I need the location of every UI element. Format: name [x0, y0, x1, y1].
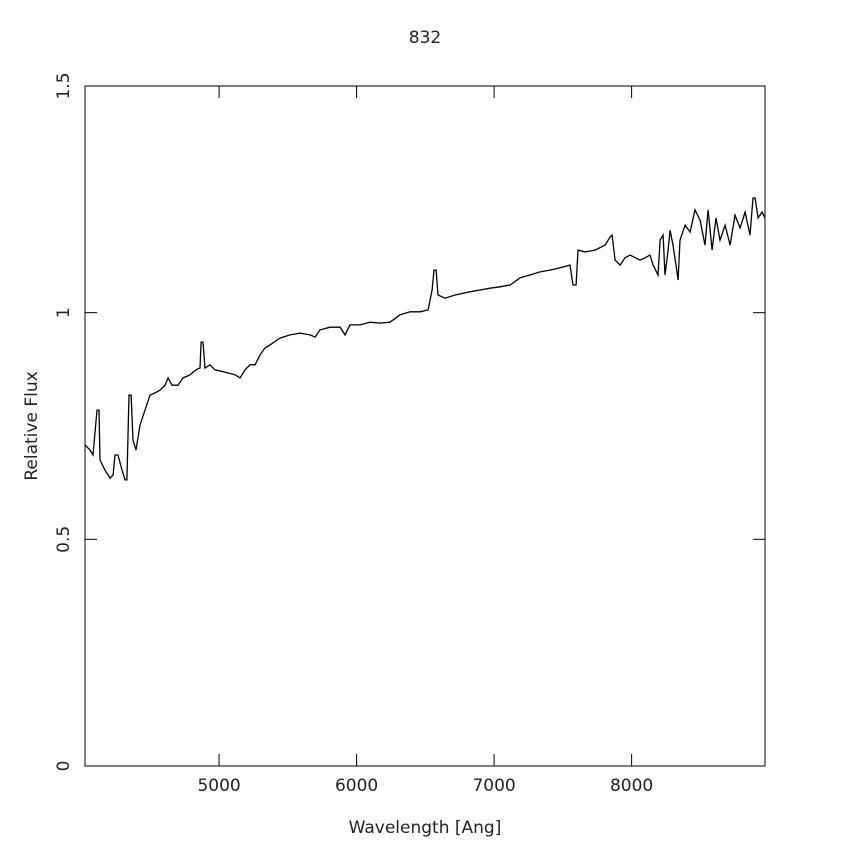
x-tick-label: 7000	[472, 776, 515, 796]
x-axis-label: Wavelength [Ang]	[349, 818, 502, 838]
x-tick-label: 6000	[335, 776, 378, 796]
y-tick-label: 0	[54, 761, 74, 772]
chart-title: 832	[409, 28, 441, 48]
y-tick-label: 0.5	[54, 526, 74, 553]
x-tick-label: 8000	[610, 776, 653, 796]
y-tick-label: 1	[54, 307, 74, 318]
y-tick-label: 1.5	[54, 72, 74, 99]
x-tick-label: 5000	[197, 776, 240, 796]
y-axis-label: Relative Flux	[22, 371, 42, 480]
spectrum-line	[84, 197, 766, 481]
plot-frame	[84, 85, 766, 767]
